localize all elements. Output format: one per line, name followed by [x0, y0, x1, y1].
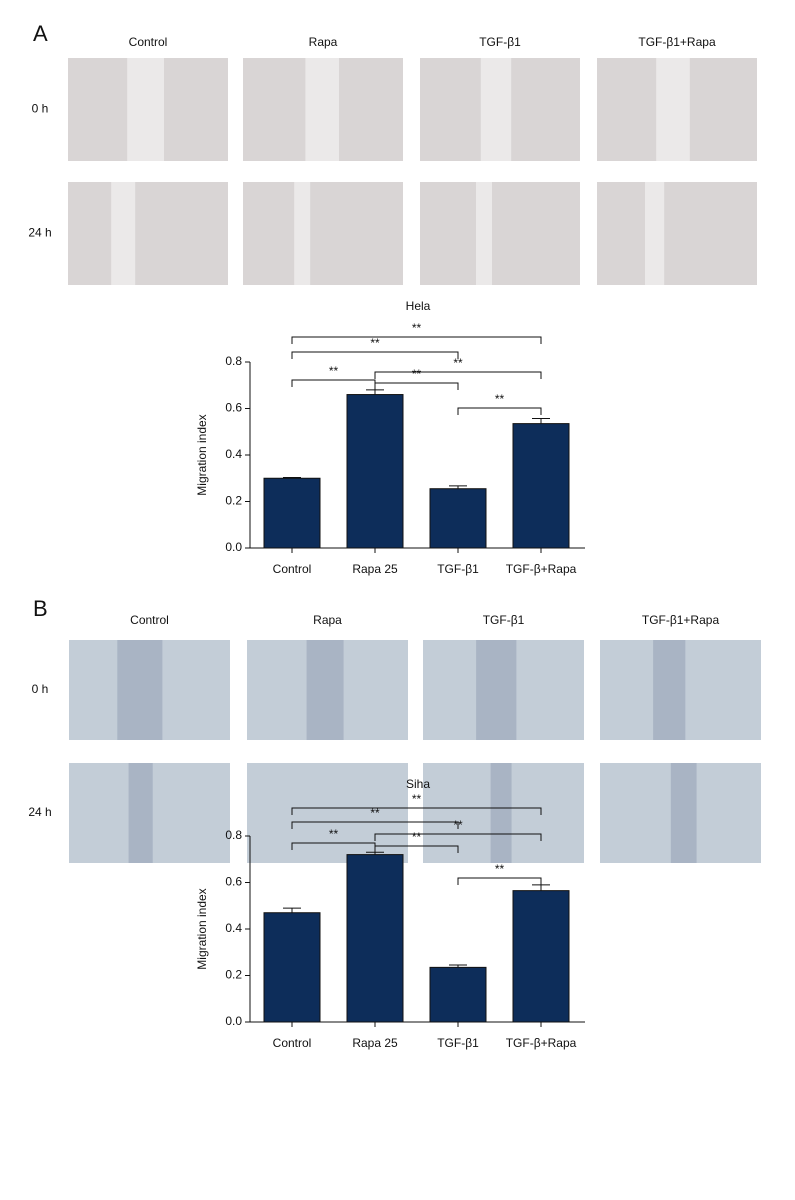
y-axis-label: Migration index	[195, 888, 209, 969]
y-tick-label: 0.6	[225, 401, 242, 415]
scratch-gap	[117, 640, 163, 740]
x-tick-label: Control	[273, 1036, 312, 1050]
significance-label: **	[412, 367, 422, 381]
chart-title: Hela	[406, 299, 431, 313]
significance-bracket	[291, 807, 542, 815]
x-tick-label: TGF-β1	[437, 1036, 479, 1050]
y-axis-label: Migration index	[195, 414, 209, 495]
micrograph	[420, 182, 580, 285]
bar	[512, 423, 570, 549]
significance-bracket	[291, 351, 459, 359]
significance-label: **	[412, 792, 422, 806]
significance-label: **	[495, 862, 505, 876]
scratch-gap	[480, 58, 512, 161]
significance-bracket	[374, 845, 459, 853]
bar	[429, 488, 487, 549]
bar	[263, 912, 321, 1023]
significance-label: **	[453, 356, 463, 370]
chart-title: Siha	[406, 777, 430, 791]
scratch-gap	[128, 763, 153, 863]
significance-bracket	[457, 877, 542, 885]
x-tick-label: TGF-β+Rapa	[506, 1036, 577, 1050]
significance-label: **	[453, 818, 463, 832]
significance-label: **	[412, 321, 422, 335]
row-label: 24 h	[28, 805, 51, 819]
scratch-gap	[645, 182, 665, 285]
y-tick-label: 0.8	[225, 354, 242, 368]
scratch-gap	[294, 182, 311, 285]
panel-label: B	[33, 596, 48, 621]
significance-bracket	[291, 821, 459, 829]
bar	[263, 477, 321, 549]
x-tick-label: Rapa 25	[352, 562, 398, 576]
significance-bracket	[374, 371, 542, 379]
y-tick-label: 0.2	[225, 968, 242, 982]
scratch-gap	[127, 58, 164, 161]
column-header: Control	[129, 35, 168, 49]
scratch-gap	[490, 763, 512, 863]
row-label: 0 h	[32, 102, 49, 116]
micrograph	[247, 763, 408, 863]
y-tick-label: 0.0	[225, 540, 242, 554]
scratch-gap	[656, 58, 690, 161]
y-tick-label: 0.2	[225, 494, 242, 508]
significance-label: **	[370, 336, 380, 350]
y-tick-label: 0.4	[225, 447, 242, 461]
x-tick-label: Control	[273, 562, 312, 576]
scratch-gap	[476, 182, 492, 285]
column-header: TGF-β1	[483, 613, 525, 627]
scratch-gap	[306, 640, 344, 740]
column-header: TGF-β1+Rapa	[642, 613, 720, 627]
y-tick-label: 0.8	[225, 828, 242, 842]
row-label: 24 h	[28, 226, 51, 240]
significance-label: **	[495, 392, 505, 406]
row-label: 0 h	[32, 682, 49, 696]
significance-label: **	[329, 364, 339, 378]
scratch-gap	[476, 640, 517, 740]
significance-bracket	[457, 407, 542, 415]
scratch-gap	[305, 58, 339, 161]
significance-label: **	[370, 806, 380, 820]
micrograph	[597, 182, 757, 285]
y-tick-label: 0.4	[225, 921, 242, 935]
x-tick-label: TGF-β1	[437, 562, 479, 576]
significance-label: **	[412, 830, 422, 844]
bar	[429, 966, 487, 1023]
column-header: TGF-β1	[479, 35, 521, 49]
y-tick-label: 0.0	[225, 1014, 242, 1028]
y-tick-label: 0.6	[225, 875, 242, 889]
column-header: Rapa	[313, 613, 342, 627]
x-tick-label: TGF-β+Rapa	[506, 562, 577, 576]
bar	[512, 890, 570, 1023]
bar	[346, 854, 404, 1023]
significance-bracket	[291, 379, 376, 387]
panel-label: A	[33, 21, 48, 46]
column-header: Control	[130, 613, 169, 627]
significance-label: **	[329, 827, 339, 841]
bar	[346, 394, 404, 549]
significance-bracket	[291, 336, 542, 344]
column-header: Rapa	[309, 35, 338, 49]
x-tick-label: Rapa 25	[352, 1036, 398, 1050]
scratch-gap	[111, 182, 136, 285]
column-header: TGF-β1+Rapa	[638, 35, 716, 49]
significance-bracket	[374, 833, 542, 841]
micrograph	[68, 182, 228, 285]
scratch-gap	[670, 763, 697, 863]
micrograph	[243, 182, 403, 285]
significance-bracket	[374, 382, 459, 390]
scratch-gap	[653, 640, 686, 740]
